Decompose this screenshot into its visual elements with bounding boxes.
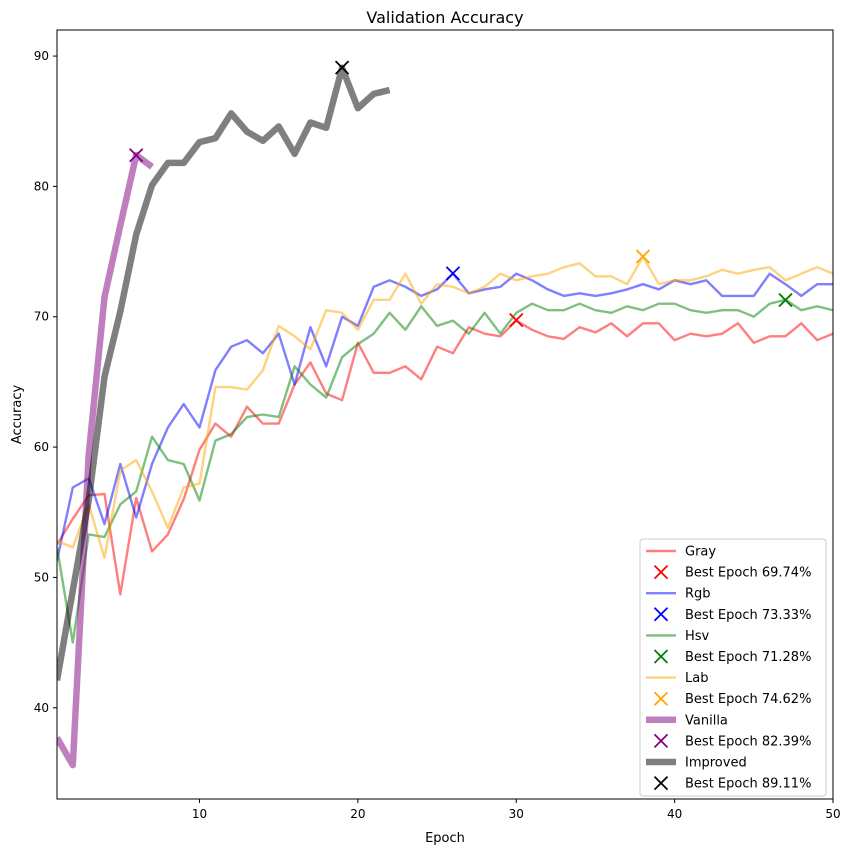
x-tick-label: 20	[350, 807, 365, 821]
legend-marker-swatch	[653, 649, 669, 664]
legend-marker-swatch	[653, 733, 669, 749]
legend-label-best-rgb: Best Epoch 73.33%	[685, 608, 811, 623]
best-marker-hsv	[778, 292, 793, 308]
y-tick-label: 60	[34, 440, 49, 454]
legend: Gray Best Epoch 69.74% Rgb Best Epoch 73.33…	[639, 538, 827, 797]
series-line-gray	[57, 319, 833, 596]
y-axis-label: Accuracy	[10, 385, 25, 445]
plot-frame	[56, 29, 834, 800]
legend-label-best-improved: Best Epoch 89.11%	[685, 777, 811, 792]
best-marker-vanilla	[129, 148, 144, 163]
chart-title: Validation Accuracy	[366, 8, 523, 27]
x-tick-label: 40	[667, 807, 682, 821]
legend-label-rgb: Rgb	[685, 587, 711, 602]
legend-label-gray: Gray	[685, 545, 716, 560]
series-line-improved	[57, 64, 391, 681]
best-marker-rgb	[445, 266, 461, 281]
x-axis-label: Epoch	[425, 831, 465, 846]
legend-label-lab: Lab	[685, 671, 708, 686]
legend-marker-swatch	[653, 564, 669, 580]
best-marker-gray	[509, 312, 524, 328]
x-tick-label: 50	[825, 807, 840, 821]
legend-marker-swatch	[653, 775, 669, 791]
legend-label-improved: Improved	[685, 756, 747, 771]
y-tick-label: 90	[34, 49, 49, 63]
series-line-rgb	[57, 272, 833, 561]
x-tick-label: 30	[509, 807, 524, 821]
y-tick-label: 50	[34, 570, 49, 584]
best-marker-lab	[635, 249, 651, 264]
best-marker-improved	[334, 60, 350, 75]
y-tick-label: 40	[34, 701, 49, 715]
x-axis-ticks: 10 20 30 40 50	[192, 799, 841, 821]
series-line-vanilla	[57, 151, 154, 769]
legend-label-best-hsv: Best Epoch 71.28%	[685, 650, 811, 665]
legend-label-best-lab: Best Epoch 74.62%	[685, 692, 811, 707]
legend-marker-swatch	[653, 607, 669, 622]
series-line-hsv	[57, 298, 833, 644]
legend-label-best-gray: Best Epoch 69.74%	[685, 566, 811, 581]
y-tick-label: 80	[34, 179, 49, 193]
legend-box	[639, 538, 827, 797]
x-tick-label: 10	[192, 807, 207, 821]
y-axis-ticks: 40 50 60 70 80 90	[34, 49, 57, 715]
best-epoch-markers	[129, 60, 793, 328]
series-layer	[57, 64, 833, 769]
legend-label-best-vanilla: Best Epoch 82.39%	[685, 734, 811, 749]
y-tick-label: 70	[34, 310, 49, 324]
legend-marker-swatch	[653, 691, 669, 706]
series-line-lab	[57, 255, 833, 560]
legend-label-hsv: Hsv	[685, 629, 710, 644]
legend-label-vanilla: Vanilla	[685, 713, 728, 728]
